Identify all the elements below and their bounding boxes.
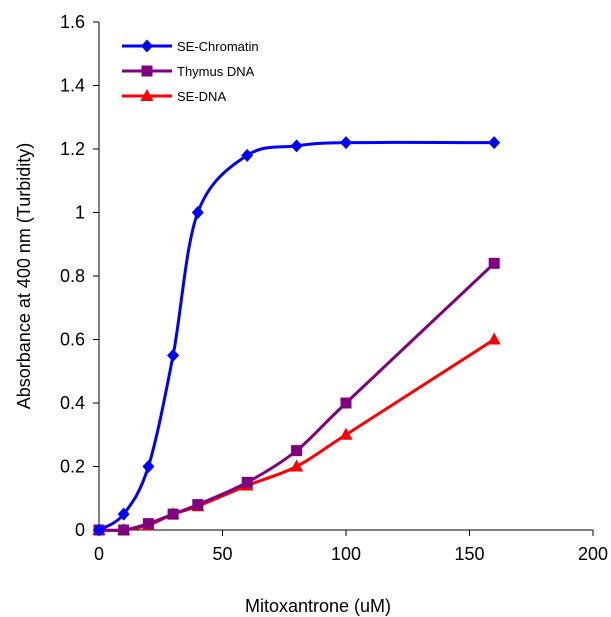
legend-marker-se-chromatin <box>141 39 153 53</box>
y-axis-title: Absorbance at 400 nm (Turbidity) <box>14 143 34 409</box>
data-point-thymus-dna <box>167 508 179 520</box>
legend-label-se-dna: SE-DNA <box>177 89 226 104</box>
data-point-se-chromatin <box>191 206 204 219</box>
data-point-se-chromatin <box>117 507 130 521</box>
data-point-se-chromatin <box>142 460 155 473</box>
data-point-thymus-dna <box>488 257 500 269</box>
y-tick-label: 1.2 <box>60 139 85 159</box>
series-line-thymus-dna <box>97 261 496 532</box>
legend-label-se-chromatin: SE-Chromatin <box>177 39 259 54</box>
legend-marker-se-dna <box>140 89 154 101</box>
data-point-thymus-dna <box>142 518 154 530</box>
series-thymus-dna <box>93 257 500 536</box>
x-tick-label: 0 <box>94 544 104 564</box>
data-point-thymus-dna <box>118 524 130 536</box>
data-point-thymus-dna <box>192 499 204 511</box>
x-tick-label: 100 <box>331 544 361 564</box>
y-tick-label: 0.4 <box>60 393 85 413</box>
x-tick-label: 150 <box>454 544 484 564</box>
y-tick-label: 0.6 <box>60 330 85 350</box>
series-line-se-dna <box>97 338 496 532</box>
legend-label-thymus-dna: Thymus DNA <box>177 64 255 79</box>
y-tick-label: 0 <box>75 520 85 540</box>
legend-marker-thymus-dna <box>141 65 153 77</box>
series-layer <box>92 136 501 537</box>
y-tick-label: 1.4 <box>60 76 85 96</box>
data-point-se-dna <box>339 427 353 440</box>
data-point-se-chromatin <box>167 348 180 362</box>
legend: SE-Chromatin Thymus DNA SE-DNA <box>122 39 259 104</box>
x-tick-label: 200 <box>578 544 608 564</box>
data-point-thymus-dna <box>340 397 352 409</box>
y-tick-label: 0.2 <box>60 457 85 477</box>
data-point-se-chromatin <box>241 148 254 162</box>
data-point-thymus-dna <box>241 476 253 488</box>
data-point-thymus-dna <box>291 445 303 457</box>
data-point-se-chromatin <box>93 523 105 537</box>
data-point-se-chromatin <box>340 136 352 150</box>
series-line-se-chromatin <box>97 140 496 532</box>
series-se-dna <box>92 332 501 535</box>
x-tick-label: 50 <box>212 544 232 564</box>
data-point-se-chromatin <box>488 136 501 150</box>
series-se-chromatin <box>93 136 501 537</box>
data-point-se-dna <box>290 459 304 472</box>
data-point-se-dna <box>487 332 501 345</box>
axes: 0 0.2 0.4 0.6 0.8 1 1.2 1.4 1.6 0 50 100 150 200 <box>60 12 608 564</box>
y-tick-label: 1 <box>75 203 85 223</box>
y-tick-label: 0.8 <box>60 266 85 286</box>
y-tick-label: 1.6 <box>60 12 85 32</box>
x-axis-title: Mitoxantrone (uM) <box>245 596 391 616</box>
data-point-se-chromatin <box>290 139 303 153</box>
